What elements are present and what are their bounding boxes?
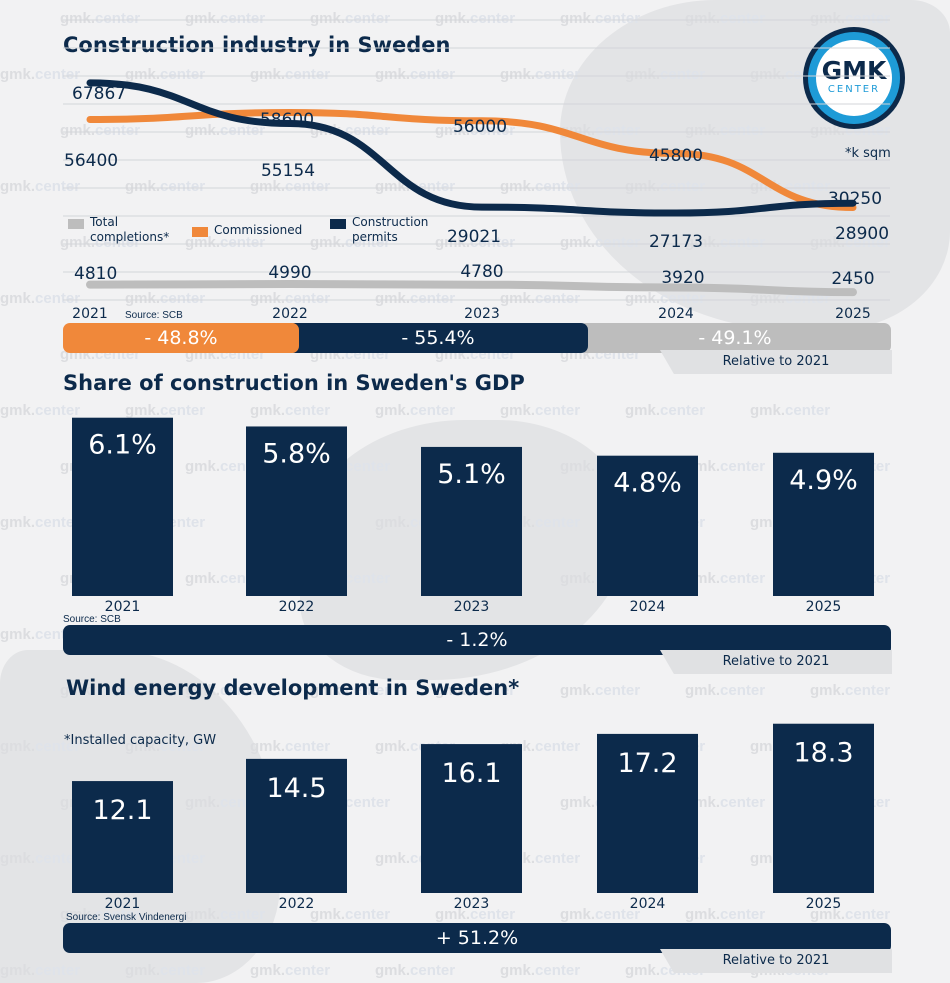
construction-unit-note: *k sqm <box>845 146 891 161</box>
wind-change-pill: + 51.2% <box>63 923 891 953</box>
data-label-commissioned: 28900 <box>835 224 889 244</box>
construction-chart-title: Construction industry in Sweden <box>63 33 451 57</box>
bar <box>246 426 347 596</box>
construction-line-chart: 4810 4990 4780 3920 2450 56400 58600 56000 45800… <box>63 19 890 322</box>
data-label-total-completions: 4780 <box>460 262 503 282</box>
x-tick-label: 2023 <box>454 599 490 615</box>
legend-total-completions: Total completions* <box>68 215 190 245</box>
bar <box>597 455 698 596</box>
data-label-construction-permits: 29021 <box>447 227 501 247</box>
watermark-text: gmk.center <box>685 682 766 699</box>
bar <box>72 417 173 596</box>
legend-label: Commissioned <box>214 223 303 237</box>
bar <box>246 758 347 893</box>
change-pill-navy: - 55.4% <box>288 323 588 353</box>
legend-label: Construction permits <box>352 215 429 244</box>
x-tick-label: 2022 <box>279 599 315 615</box>
data-label-total-completions: 4810 <box>74 264 117 284</box>
gdp-chart-title: Share of construction in Sweden's GDP <box>63 371 525 395</box>
bar-value-label: 5.8% <box>262 438 331 469</box>
x-tick-label: 2022 <box>279 896 315 912</box>
legend-swatch-navy <box>330 219 346 229</box>
bar-value-label: 16.1 <box>441 758 501 789</box>
bar-value-label: 17.2 <box>617 748 677 779</box>
wind-chart-title: Wind energy development in Sweden* <box>66 676 520 700</box>
bar <box>597 733 698 893</box>
x-tick-label: 2021 <box>72 306 108 322</box>
bar <box>421 744 522 893</box>
gdp-source: Source: SCB <box>63 614 121 625</box>
relative-note: Relative to 2021 <box>660 949 892 973</box>
bar-value-label: 4.8% <box>613 468 682 499</box>
gdp-bar-chart: 6.1% 2021 5.8% 2022 5.1% 2023 4.8% 2024 4.9% 2025 <box>72 417 874 615</box>
total-completions-line <box>86 280 857 297</box>
watermark-text: gmk.center <box>810 682 891 699</box>
construction-source: Source: SCB <box>125 310 183 321</box>
legend-label: Total completions* <box>90 215 170 244</box>
x-tick-label: 2024 <box>658 306 694 322</box>
bar-value-label: 4.9% <box>789 465 858 496</box>
x-tick-label: 2025 <box>806 896 842 912</box>
x-tick-label: 2024 <box>630 896 666 912</box>
construction-permits-line <box>86 79 857 217</box>
logo-main-text: GMK <box>821 56 887 85</box>
legend-construction-permits: Construction permits <box>330 215 447 245</box>
change-pill-orange: - 48.8% <box>63 323 299 353</box>
legend-swatch-gray <box>68 219 84 229</box>
data-label-construction-permits: 55154 <box>261 161 315 181</box>
watermark-text: gmk.center <box>500 962 581 979</box>
x-tick-label: 2022 <box>272 306 308 322</box>
watermark-text: gmk.center <box>375 962 456 979</box>
bar <box>421 446 522 596</box>
legend-swatch-orange <box>192 227 208 237</box>
x-tick-label: 2025 <box>835 306 871 322</box>
bar-value-label: 14.5 <box>266 773 326 804</box>
watermark-text: gmk.center <box>560 682 641 699</box>
wind-bar-chart: 12.1 2021 14.5 2022 16.1 2023 17.2 2024 18.3 2025 <box>72 723 874 912</box>
data-label-total-completions: 3920 <box>661 268 704 288</box>
data-label-commissioned: 56400 <box>64 151 118 171</box>
change-pill-gray: - 49.1% <box>579 323 891 353</box>
bar <box>773 723 874 893</box>
x-tick-label: 2024 <box>630 599 666 615</box>
bar <box>773 452 874 596</box>
bar-value-label: 18.3 <box>793 738 853 769</box>
bar <box>72 781 173 893</box>
data-label-commissioned: 56000 <box>453 117 507 137</box>
bar-value-label: 5.1% <box>437 459 506 490</box>
relative-note: Relative to 2021 <box>660 650 892 674</box>
x-tick-label: 2023 <box>464 306 500 322</box>
data-label-construction-permits: 67867 <box>72 84 126 104</box>
watermark-text: gmk.center <box>250 962 331 979</box>
x-tick-label: 2021 <box>105 599 141 615</box>
legend-commissioned: Commissioned <box>192 223 302 238</box>
data-label-commissioned: 45800 <box>649 146 703 166</box>
wind-source: Source: Svensk Vindenergi <box>66 912 187 923</box>
data-label-total-completions: 4990 <box>268 263 311 283</box>
logo-sub-text: CENTER <box>827 84 881 95</box>
bar-value-label: 12.1 <box>92 795 152 826</box>
relative-note: Relative to 2021 <box>660 350 892 374</box>
bar-value-label: 6.1% <box>88 430 157 461</box>
data-label-total-completions: 2450 <box>831 269 874 289</box>
x-tick-label: 2025 <box>806 599 842 615</box>
gmk-center-logo: GMK CENTER <box>803 27 905 129</box>
data-label-construction-permits: 27173 <box>649 232 703 252</box>
wind-unit-note: *Installed capacity, GW <box>64 733 217 748</box>
data-label-construction-permits: 30250 <box>828 189 882 209</box>
data-label-commissioned: 58600 <box>260 110 314 130</box>
x-tick-label: 2023 <box>454 896 490 912</box>
x-tick-label: 2021 <box>105 896 141 912</box>
